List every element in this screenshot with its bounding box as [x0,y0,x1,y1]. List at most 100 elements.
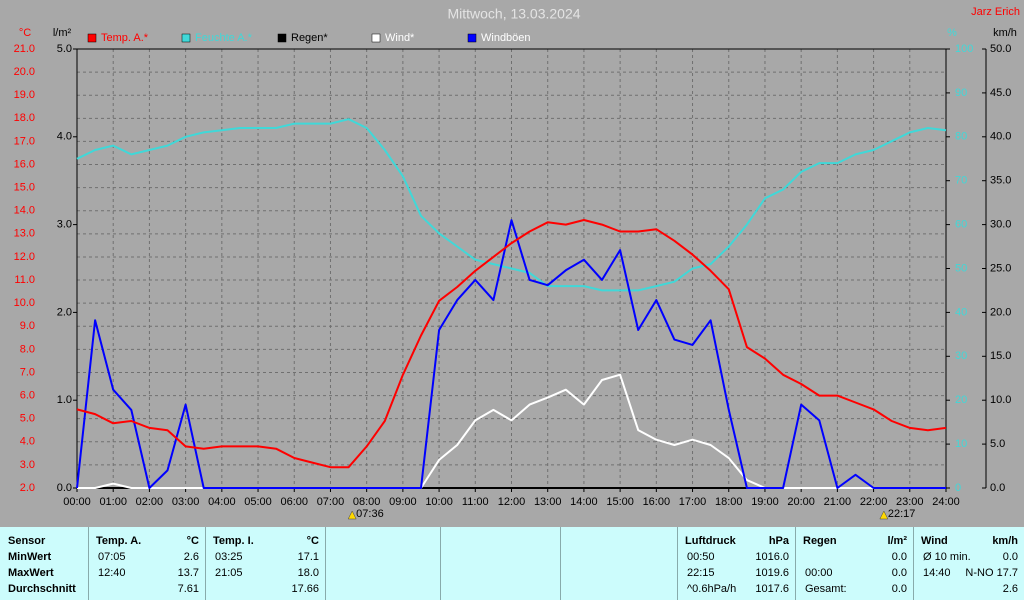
y3-tick-label: 0.0 [57,482,72,494]
x-tick-label: 23:00 [896,496,924,508]
y-tick-label: 9.0 [20,320,35,332]
legend-label: Windböen [481,32,531,44]
y-tick-label: 5.0 [20,413,35,425]
table-cell: 1019.6 [755,567,789,579]
table-cell: 17.1 [297,551,319,563]
y4-tick-label: 15.0 [990,350,1011,362]
stats-table: Sensor MinWert MaxWert Durchschnitt Temp. A.… [0,527,1024,600]
table-cell: 2.6 [1002,583,1018,595]
table-cell: 0.0 [1002,551,1018,563]
y4-tick-label: 45.0 [990,87,1011,99]
annotation-label: 07:36 [356,508,384,520]
x-tick-label: 15:00 [606,496,634,508]
x-tick-label: 13:00 [534,496,562,508]
y3-tick-label: 5.0 [57,43,72,55]
table-cell: Sensor [8,535,46,547]
table-cell: N-NO 17.7 [965,567,1018,579]
y2-tick-label: 90 [955,87,967,99]
x-tick-label: 14:00 [570,496,598,508]
column-separator [795,527,796,600]
annotation-label: 22:17 [888,508,916,520]
y2-tick-label: 20 [955,394,967,406]
table-cell: 14:40 [923,567,951,579]
y4-tick-label: 35.0 [990,175,1011,187]
legend-swatch [181,33,191,43]
table-cell: km/h [992,535,1018,547]
table-cell: 00:50 [687,551,715,563]
table-cell: 13.7 [177,567,199,579]
table-cell: 0.0 [891,583,907,595]
table-cell: Luftdruck [685,535,736,547]
x-tick-label: 16:00 [643,496,671,508]
y-tick-label: 16.0 [14,158,35,170]
legend-label: Wind* [385,32,415,44]
y2-tick-label: 10 [955,438,967,450]
x-tick-label: 05:00 [244,496,272,508]
column-separator [560,527,561,600]
y-tick-label: 3.0 [20,459,35,471]
y-tick-label: 6.0 [20,389,35,401]
sun-icon [347,510,357,520]
y-tick-label: 13.0 [14,228,35,240]
sun-icon [879,510,889,520]
column-separator [913,527,914,600]
y-tick-label: 20.0 [14,66,35,78]
table-cell: Gesamt: [805,583,847,595]
legend-swatch [467,33,477,43]
series-line [76,219,946,489]
y3-tick-label: 3.0 [57,219,72,231]
x-tick-label: 21:00 [824,496,852,508]
table-cell: Temp. A. [96,535,142,547]
table-cell: MaxWert [8,567,54,579]
column-separator [677,527,678,600]
x-tick-label: 24:00 [932,496,960,508]
y2-tick-label: 100 [955,43,973,55]
table-cell: 1016.0 [755,551,789,563]
y4-tick-label: 0.0 [990,482,1005,494]
y-tick-label: 17.0 [14,135,35,147]
y-tick-label: 7.0 [20,366,35,378]
series-line [76,118,947,292]
y2-tick-label: 50 [955,262,967,274]
y-tick-label: 21.0 [14,43,35,55]
y3-axis-unit: l/m² [53,27,72,39]
y2-tick-label: 80 [955,131,967,143]
table-cell: ^0.6hPa/h [687,583,737,595]
x-tick-label: 20:00 [787,496,815,508]
table-cell: °C [186,535,199,547]
x-tick-label: 09:00 [389,496,417,508]
table-cell: 1017.6 [755,583,789,595]
author: Jarz Erich [971,6,1020,18]
x-tick-label: 01:00 [99,496,127,508]
y-tick-label: 10.0 [14,297,35,309]
table-cell: 21:05 [215,567,243,579]
table-cell: °C [306,535,319,547]
y4-tick-label: 5.0 [990,438,1005,450]
y-tick-label: 11.0 [14,274,35,286]
x-tick-label: 02:00 [136,496,164,508]
x-tick-label: 19:00 [751,496,779,508]
y2-tick-label: 0 [955,482,961,494]
y4-tick-label: 10.0 [990,394,1011,406]
y3-tick-label: 1.0 [57,394,72,406]
table-cell: 18.0 [297,567,319,579]
x-tick-label: 07:00 [317,496,345,508]
x-tick-label: 17:00 [679,496,707,508]
table-cell: 00:00 [805,567,833,579]
y-tick-label: 4.0 [20,436,35,448]
y-tick-label: 12.0 [14,251,35,263]
chart: Mittwoch, 13.03.2024 Jarz Erich °C l/m² … [14,6,1020,520]
x-tick-label: 10:00 [425,496,453,508]
table-cell: Durchschnitt [8,583,76,595]
series-line [76,219,947,469]
table-cell: 12:40 [98,567,126,579]
legend-label: Regen* [291,32,328,44]
table-cell: Regen [803,535,837,547]
x-tick-label: 22:00 [860,496,888,508]
table-cell: 07:05 [98,551,126,563]
y-tick-label: 15.0 [14,182,35,194]
table-cell: 22:15 [687,567,715,579]
table-cell: Temp. I. [213,535,254,547]
table-cell: hPa [768,535,789,547]
table-cell: 2.6 [183,551,199,563]
